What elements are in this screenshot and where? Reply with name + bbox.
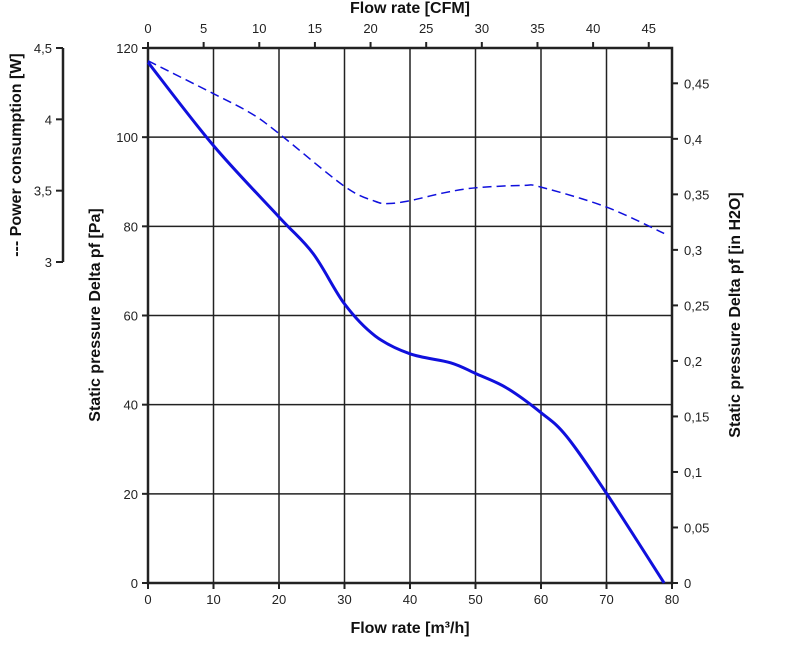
y-left-tick-label: 80 xyxy=(124,219,138,234)
x-top-tick-label: 30 xyxy=(475,21,489,36)
y-right-tick-label: 0,35 xyxy=(684,187,709,202)
static-pressure-line xyxy=(146,61,666,584)
y-right-tick-label: 0,2 xyxy=(684,354,702,369)
y-right-tick-label: 0,05 xyxy=(684,520,709,535)
power-axis-tick-label: 3,5 xyxy=(34,184,52,199)
x-bottom-tick-label: 40 xyxy=(403,592,417,607)
x-top-tick-label: 20 xyxy=(363,21,377,36)
power-axis-tick-label: 4 xyxy=(45,112,52,127)
x-top-tick-label: 15 xyxy=(308,21,322,36)
x-bottom-tick-label: 0 xyxy=(144,592,151,607)
y-right-tick-label: 0,15 xyxy=(684,409,709,424)
y-right-tick-label: 0,4 xyxy=(684,132,702,147)
y-right-tick-label: 0,25 xyxy=(684,298,709,313)
grid xyxy=(147,47,673,584)
y-left-tick-label: 120 xyxy=(116,41,138,56)
y-right-tick-label: 0,3 xyxy=(684,243,702,258)
y-right-tick-label: 0,45 xyxy=(684,76,709,91)
x-top-axis-title: Flow rate [CFM] xyxy=(350,0,470,17)
y-left-axis-title: Static pressure Delta pf [Pa] xyxy=(87,208,104,421)
x-bottom-tick-label: 10 xyxy=(206,592,220,607)
y-right-tick-label: 0 xyxy=(684,576,691,591)
y-right-tick-label: 0,1 xyxy=(684,465,702,480)
y-left-tick-label: 20 xyxy=(124,487,138,502)
x-top-tick-label: 25 xyxy=(419,21,433,36)
y-left-tick-label: 60 xyxy=(124,309,138,324)
x-top-tick-label: 5 xyxy=(200,21,207,36)
x-bottom-tick-label: 80 xyxy=(665,592,679,607)
power-axis-tick-label: 4,5 xyxy=(34,41,52,56)
x-bottom-tick-label: 50 xyxy=(468,592,482,607)
y-left-tick-label: 0 xyxy=(131,576,138,591)
x-bottom-tick-label: 60 xyxy=(534,592,548,607)
y-left-tick-label: 40 xyxy=(124,398,138,413)
x-top-tick-label: 40 xyxy=(586,21,600,36)
x-top-tick-label: 45 xyxy=(642,21,656,36)
power-consumption-line xyxy=(147,60,665,235)
y-left-tick-label: 100 xyxy=(116,130,138,145)
power-axis-tick-label: 3 xyxy=(45,255,52,270)
plot-frame xyxy=(146,46,674,585)
series xyxy=(146,60,666,584)
x-bottom-axis-title: Flow rate [m³/h] xyxy=(350,620,469,637)
x-bottom-tick-label: 30 xyxy=(337,592,351,607)
x-top-tick-label: 35 xyxy=(530,21,544,36)
x-top-tick-label: 10 xyxy=(252,21,266,36)
y-right-axis-title: Static pressure Delta pf [in H2O] xyxy=(727,192,744,437)
x-bottom-tick-label: 20 xyxy=(272,592,286,607)
x-top-tick-label: 0 xyxy=(144,21,151,36)
power-axis-title: --- Power consumption [W] xyxy=(8,53,25,257)
x-bottom-tick-label: 70 xyxy=(599,592,613,607)
